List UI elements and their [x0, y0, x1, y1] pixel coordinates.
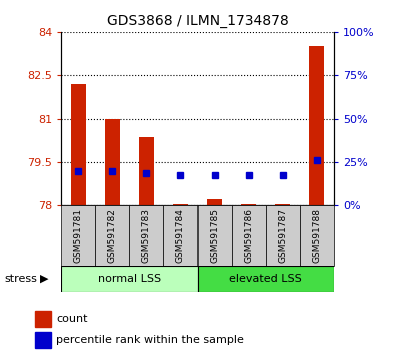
Text: GSM591788: GSM591788 [312, 208, 321, 263]
Text: GSM591783: GSM591783 [142, 208, 151, 263]
Bar [164, 205, 198, 266]
Bar [105, 119, 120, 205]
Text: GSM591782: GSM591782 [108, 208, 117, 263]
Bar [265, 205, 300, 266]
Text: GSM591786: GSM591786 [244, 208, 253, 263]
Bar [173, 204, 188, 205]
Bar [198, 266, 334, 292]
Text: count: count [56, 314, 88, 325]
Text: GSM591785: GSM591785 [210, 208, 219, 263]
Text: GSM591787: GSM591787 [278, 208, 287, 263]
Bar [231, 205, 265, 266]
Text: GDS3868 / ILMN_1734878: GDS3868 / ILMN_1734878 [107, 14, 288, 28]
Text: GSM591784: GSM591784 [176, 208, 185, 263]
Bar [309, 46, 324, 205]
Bar [130, 205, 164, 266]
Text: normal LSS: normal LSS [98, 274, 161, 284]
Bar [35, 311, 51, 327]
Text: ▶: ▶ [40, 274, 48, 284]
Bar [61, 266, 197, 292]
Bar [207, 199, 222, 205]
Bar [95, 205, 130, 266]
Bar [300, 205, 334, 266]
Bar [61, 205, 95, 266]
Bar [198, 205, 231, 266]
Text: percentile rank within the sample: percentile rank within the sample [56, 335, 245, 345]
Bar [241, 204, 256, 205]
Text: elevated LSS: elevated LSS [229, 274, 302, 284]
Bar [35, 332, 51, 348]
Text: GSM591781: GSM591781 [74, 208, 83, 263]
Bar [139, 137, 154, 205]
Bar [275, 204, 290, 205]
Text: stress: stress [4, 274, 37, 284]
Bar [71, 84, 86, 205]
